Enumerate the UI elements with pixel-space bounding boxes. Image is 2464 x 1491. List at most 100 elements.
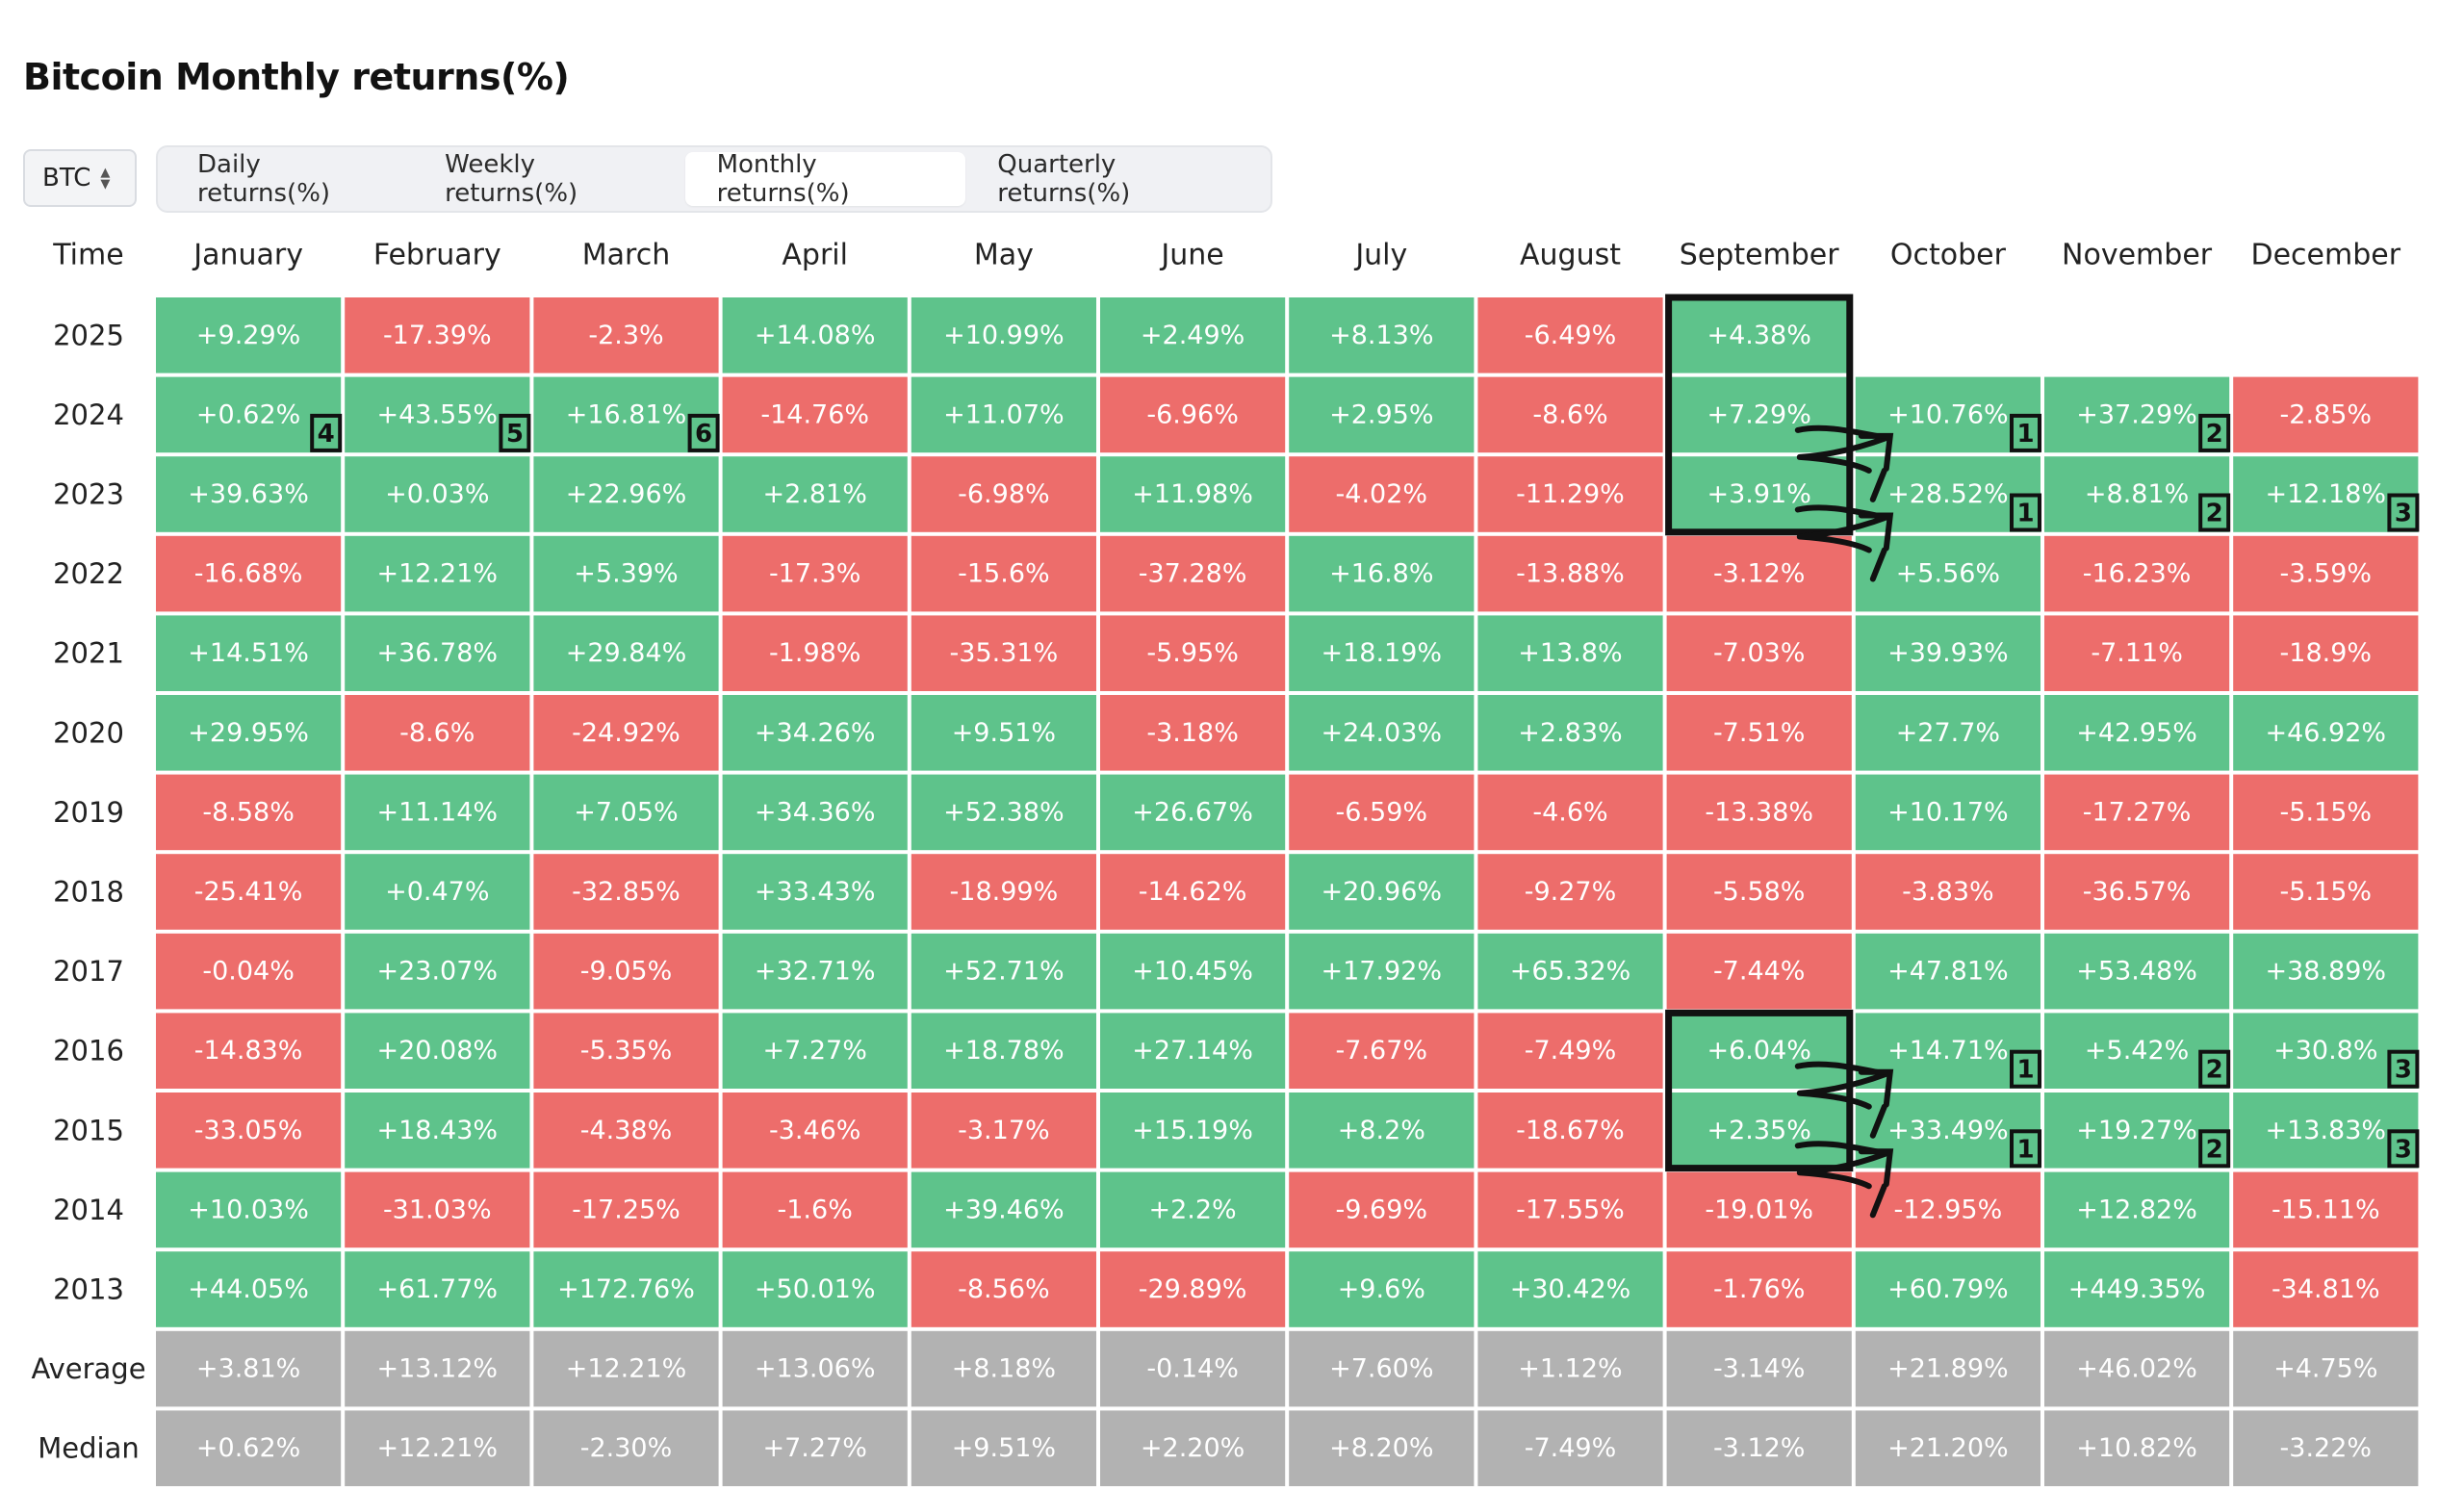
heatmap-cell: [533, 1013, 719, 1089]
cell-value-label: -18.67%: [1516, 1116, 1625, 1145]
heatmap-cell: [1289, 535, 1475, 612]
heatmap-cell: [2044, 1251, 2230, 1327]
heatmap-cell: [156, 1013, 342, 1089]
rank-badge: [2387, 493, 2420, 532]
tab-monthly-returns[interactable]: Monthly returns(%): [684, 150, 966, 208]
summary-value-label: +12.21%: [377, 1433, 499, 1463]
heatmap-cell: [722, 774, 908, 851]
cell-value-label: +19.27%: [2076, 1116, 2197, 1145]
cell-value-label: -1.76%: [1713, 1274, 1806, 1304]
heatmap-cell: [911, 297, 1096, 373]
cell-value-label: +60.79%: [1887, 1274, 2009, 1304]
month-header-february: February: [373, 239, 501, 272]
tab-quarterly-returns[interactable]: Quarterly returns(%): [997, 150, 1131, 208]
heatmap-cell: [722, 933, 908, 1010]
cell-value-label: +53.48%: [2076, 957, 2197, 987]
cell-value-label: +14.71%: [1887, 1036, 2009, 1066]
month-header-april: April: [782, 239, 848, 272]
year-label-2014: 2014: [53, 1194, 124, 1226]
coin-select[interactable]: BTC ▲ ▼: [23, 149, 137, 207]
cell-value-label: +4.38%: [1707, 321, 1810, 350]
cell-value-label: +9.6%: [1338, 1274, 1425, 1304]
heatmap-cell: [345, 297, 530, 373]
heatmap-cell: [2044, 1093, 2230, 1169]
cell-value-label: +5.56%: [1896, 559, 2000, 589]
cell-value-label: -19.01%: [1705, 1195, 1813, 1224]
heatmap-cell: [1666, 376, 1852, 453]
cell-value-label: +20.08%: [377, 1036, 499, 1066]
summary-value-label: -3.12%: [1713, 1433, 1806, 1463]
cell-value-label: +11.07%: [943, 399, 1065, 429]
month-header-october: October: [1890, 239, 2007, 272]
returns-period-tabs: Daily returns(%) Weekly returns(%) Month…: [156, 145, 1272, 213]
heatmap-cell: [1666, 456, 1852, 532]
heatmap-cell: [345, 695, 530, 771]
cell-value-label: +27.7%: [1896, 718, 2000, 748]
tab-daily-returns[interactable]: Daily returns(%): [197, 150, 331, 208]
heatmap-cell: [2044, 933, 2230, 1010]
heatmap-cell: [1666, 1251, 1852, 1327]
rank-badge: [310, 413, 343, 452]
cell-value-label: -8.6%: [399, 718, 475, 748]
summary-cell: [722, 1410, 908, 1486]
heatmap-cell: [1477, 1251, 1663, 1327]
heatmap-cell: [1477, 774, 1663, 851]
cell-value-label: +10.99%: [943, 321, 1065, 350]
rank-badge: [2387, 1049, 2420, 1089]
summary-label-average: Average: [31, 1352, 145, 1385]
heatmap-cell: [1666, 933, 1852, 1010]
heatmap-cell: [2233, 1171, 2419, 1248]
summary-cell: [156, 1330, 342, 1407]
cell-value-label: +14.51%: [188, 638, 309, 668]
cell-value-label: +7.05%: [574, 797, 678, 827]
heatmap-cell: [1477, 1093, 1663, 1169]
heatmap-cell: [1100, 1171, 1286, 1248]
arrow-head: [1858, 1148, 1894, 1219]
cell-value-label: -17.55%: [1516, 1195, 1625, 1224]
summary-value-label: +46.02%: [2076, 1354, 2197, 1384]
summary-value-label: +21.89%: [1887, 1354, 2009, 1384]
heatmap-cell: [1100, 615, 1286, 691]
coin-select-value: BTC: [42, 164, 91, 193]
summary-value-label: +10.82%: [2076, 1433, 2197, 1463]
cell-value-label: +449.35%: [2068, 1274, 2206, 1304]
year-label-2015: 2015: [53, 1114, 124, 1146]
summary-cell: [2044, 1330, 2230, 1407]
cell-value-label: -7.51%: [1713, 718, 1806, 748]
cell-value-label: +10.76%: [1887, 399, 2009, 429]
heatmap-cell: [722, 695, 908, 771]
heatmap-cell: [345, 774, 530, 851]
heatmap-cell: [1100, 297, 1286, 373]
rank-badge: [2010, 413, 2041, 452]
heatmap-cell: [1289, 695, 1475, 771]
cell-value-label: +61.77%: [377, 1274, 499, 1304]
cell-value-label: +7.27%: [762, 1036, 866, 1066]
rank-badge: [2198, 1129, 2231, 1169]
heatmap-cell: [1100, 1093, 1286, 1169]
heatmap-cell: [2044, 376, 2230, 453]
cell-value-label: +2.49%: [1141, 321, 1245, 350]
cell-value-label: -6.98%: [958, 479, 1050, 509]
cell-value-label: +16.8%: [1329, 559, 1433, 589]
cell-value-label: -16.68%: [194, 559, 303, 589]
cell-value-label: +34.26%: [755, 718, 876, 748]
cell-value-label: +0.47%: [385, 877, 489, 907]
cell-value-label: +8.13%: [1329, 321, 1433, 350]
cell-value-label: -17.3%: [769, 559, 861, 589]
heatmap-cell: [345, 1013, 530, 1089]
cell-value-label: -9.69%: [1336, 1195, 1428, 1224]
cell-value-label: -4.02%: [1336, 479, 1428, 509]
summary-value-label: +12.21%: [566, 1354, 687, 1384]
cell-value-label: +12.21%: [377, 559, 499, 589]
heatmap-cell: [722, 1171, 908, 1248]
cell-value-label: +11.14%: [377, 797, 499, 827]
cell-value-label: -15.11%: [2272, 1195, 2380, 1224]
cell-value-label: +10.45%: [1132, 957, 1253, 987]
tab-weekly-returns[interactable]: Weekly returns(%): [445, 150, 578, 208]
cell-value-label: +8.2%: [1338, 1116, 1425, 1145]
cell-value-label: +39.93%: [1887, 638, 2009, 668]
month-header-may: May: [974, 239, 1034, 272]
heatmap-cell: [1477, 376, 1663, 453]
heatmap-cell: [722, 1013, 908, 1089]
heatmap-cell: [345, 456, 530, 532]
